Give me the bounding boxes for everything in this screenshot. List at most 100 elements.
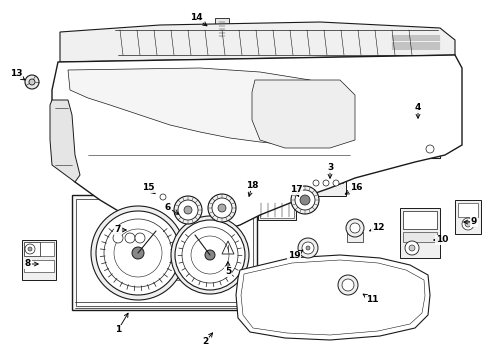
Text: 5: 5 [224, 267, 231, 276]
Circle shape [135, 233, 145, 243]
Bar [110, 218, 146, 248]
Text: 2: 2 [202, 338, 208, 346]
Bar [346, 232, 362, 242]
Circle shape [171, 216, 248, 294]
Text: 18: 18 [245, 181, 258, 190]
Polygon shape [236, 255, 429, 340]
Circle shape [29, 79, 35, 85]
Circle shape [207, 194, 236, 222]
Circle shape [25, 244, 35, 254]
Bar [40, 242, 54, 256]
Bar [399, 208, 439, 258]
Bar [154, 185, 172, 193]
Text: 12: 12 [371, 224, 384, 233]
Text: 1: 1 [115, 325, 121, 334]
Bar [307, 168, 346, 196]
Bar [402, 211, 436, 229]
Bar [112, 220, 143, 234]
Text: 10: 10 [435, 235, 447, 244]
Text: 19: 19 [287, 252, 300, 261]
Circle shape [341, 279, 353, 291]
Circle shape [160, 194, 165, 200]
Circle shape [294, 190, 314, 210]
Circle shape [349, 223, 359, 233]
Text: 8: 8 [25, 260, 31, 269]
Circle shape [96, 211, 180, 295]
Bar [457, 203, 477, 217]
Polygon shape [50, 100, 80, 182]
Circle shape [323, 180, 328, 186]
Text: 16: 16 [349, 184, 362, 193]
Polygon shape [60, 22, 454, 62]
Circle shape [183, 206, 192, 214]
Circle shape [332, 180, 338, 186]
Bar [216, 238, 240, 258]
Circle shape [464, 221, 470, 227]
Circle shape [346, 219, 363, 237]
Circle shape [182, 227, 238, 283]
Circle shape [132, 247, 143, 259]
Circle shape [91, 206, 184, 300]
Circle shape [28, 247, 32, 251]
Circle shape [404, 241, 418, 255]
Bar [260, 202, 293, 218]
Bar [76, 199, 252, 306]
Bar [24, 242, 40, 256]
Bar [389, 34, 441, 52]
Circle shape [212, 198, 231, 218]
Bar [454, 200, 480, 234]
Circle shape [297, 238, 317, 258]
Circle shape [461, 218, 473, 230]
Text: 6: 6 [164, 203, 171, 212]
Polygon shape [68, 68, 339, 145]
Text: 7: 7 [115, 225, 121, 234]
Circle shape [178, 200, 198, 220]
Circle shape [104, 219, 172, 287]
Bar [339, 292, 357, 304]
Text: 11: 11 [365, 296, 378, 305]
Text: 4: 4 [414, 104, 420, 112]
Circle shape [305, 246, 309, 250]
Text: 9: 9 [470, 217, 476, 226]
Text: 14: 14 [189, 13, 202, 22]
Bar [258, 200, 295, 220]
Bar [218, 20, 225, 40]
Text: 3: 3 [326, 163, 332, 172]
Circle shape [125, 233, 135, 243]
Text: 17: 17 [289, 185, 302, 194]
Text: 15: 15 [142, 184, 154, 193]
Bar [420, 143, 432, 155]
Circle shape [302, 242, 313, 254]
Circle shape [299, 195, 309, 205]
Text: 13: 13 [10, 69, 22, 78]
Bar [310, 171, 342, 183]
Bar [215, 18, 228, 24]
Bar [402, 109, 436, 127]
Circle shape [204, 250, 215, 260]
Polygon shape [251, 80, 354, 148]
Circle shape [113, 233, 123, 243]
Bar [402, 130, 436, 140]
Bar [105, 118, 133, 134]
Circle shape [25, 75, 39, 89]
Circle shape [191, 236, 228, 274]
Circle shape [174, 196, 202, 224]
Circle shape [290, 186, 318, 214]
Bar [399, 106, 439, 158]
Circle shape [218, 204, 225, 212]
Circle shape [312, 180, 318, 186]
Bar [402, 232, 436, 242]
Circle shape [114, 229, 162, 277]
Circle shape [337, 275, 357, 295]
Circle shape [408, 245, 414, 251]
Bar [72, 195, 257, 310]
Bar [68, 130, 123, 162]
Bar [22, 240, 56, 280]
Circle shape [425, 145, 433, 153]
Bar [24, 260, 54, 272]
Circle shape [175, 220, 244, 290]
Bar [402, 143, 418, 155]
Bar [162, 270, 192, 280]
Polygon shape [52, 55, 461, 235]
Bar [152, 183, 174, 201]
